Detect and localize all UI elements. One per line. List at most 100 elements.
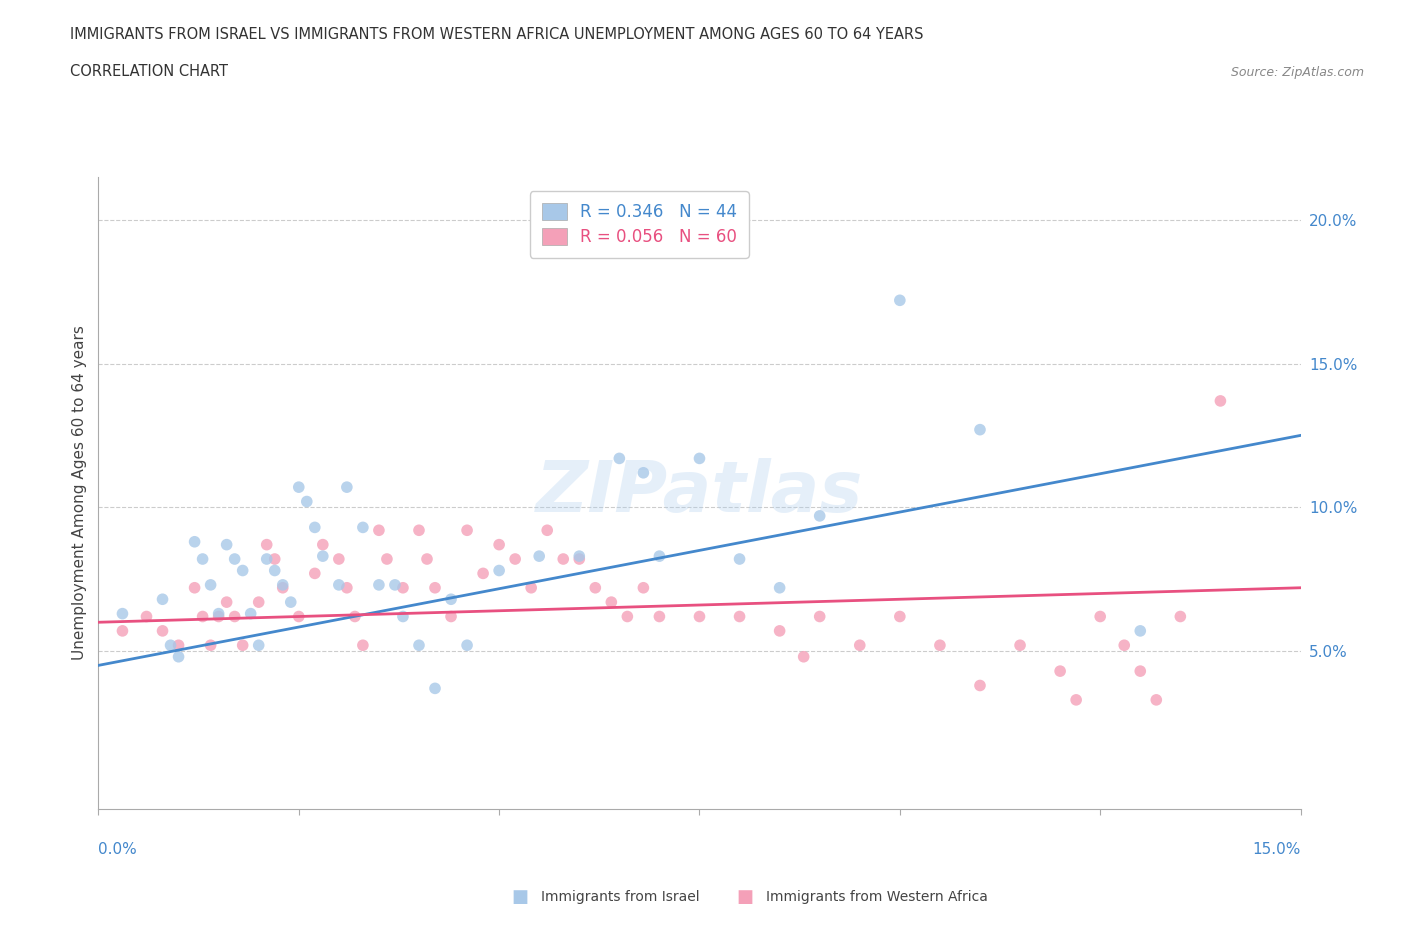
Point [648, 609, 671, 624]
Point [328, 551, 350, 566]
Point [529, 549, 551, 564]
Point [224, 551, 246, 566]
Point [304, 520, 326, 535]
Point [215, 538, 238, 552]
Point [152, 623, 174, 638]
Point [295, 494, 318, 509]
Point [440, 609, 463, 624]
Point [368, 578, 391, 592]
Point [609, 451, 631, 466]
Point [304, 566, 326, 581]
Point [568, 549, 591, 564]
Point [1088, 609, 1111, 624]
Point [488, 538, 510, 552]
Point [889, 609, 911, 624]
Point [793, 649, 815, 664]
Point [633, 465, 655, 480]
Point [416, 551, 439, 566]
Text: Immigrants from Israel: Immigrants from Israel [541, 890, 700, 905]
Point [408, 523, 430, 538]
Point [232, 563, 254, 578]
Point [553, 551, 575, 566]
Point [183, 535, 205, 550]
Point [256, 538, 278, 552]
Text: ■: ■ [737, 888, 754, 907]
Text: ■: ■ [512, 888, 529, 907]
Point [191, 609, 214, 624]
Point [288, 609, 311, 624]
Point [889, 293, 911, 308]
Point [343, 609, 366, 624]
Text: 15.0%: 15.0% [1253, 842, 1301, 857]
Point [1114, 638, 1136, 653]
Point [849, 638, 872, 653]
Point [263, 551, 285, 566]
Point [208, 606, 231, 621]
Point [616, 609, 638, 624]
Point [247, 594, 270, 609]
Point [352, 638, 374, 653]
Point [536, 523, 558, 538]
Text: 0.0%: 0.0% [98, 842, 138, 857]
Point [384, 578, 406, 592]
Point [215, 594, 238, 609]
Point [969, 422, 991, 437]
Point [488, 563, 510, 578]
Point [688, 451, 710, 466]
Point [520, 580, 543, 595]
Point [280, 594, 302, 609]
Point [152, 591, 174, 606]
Point [808, 609, 831, 624]
Y-axis label: Unemployment Among Ages 60 to 64 years: Unemployment Among Ages 60 to 64 years [72, 326, 87, 660]
Point [263, 563, 285, 578]
Point [1209, 393, 1232, 408]
Text: IMMIGRANTS FROM ISRAEL VS IMMIGRANTS FROM WESTERN AFRICA UNEMPLOYMENT AMONG AGES: IMMIGRANTS FROM ISRAEL VS IMMIGRANTS FRO… [70, 27, 924, 42]
Point [503, 551, 526, 566]
Text: Source: ZipAtlas.com: Source: ZipAtlas.com [1230, 66, 1364, 79]
Point [688, 609, 710, 624]
Text: Immigrants from Western Africa: Immigrants from Western Africa [766, 890, 988, 905]
Point [167, 638, 190, 653]
Point [191, 551, 214, 566]
Point [408, 638, 430, 653]
Point [271, 578, 294, 592]
Point [423, 681, 446, 696]
Point [633, 580, 655, 595]
Point [232, 638, 254, 653]
Point [368, 523, 391, 538]
Point [392, 609, 415, 624]
Point [336, 580, 359, 595]
Point [1049, 664, 1071, 679]
Point [648, 549, 671, 564]
Point [247, 638, 270, 653]
Point [768, 623, 790, 638]
Point [111, 623, 134, 638]
Point [200, 638, 222, 653]
Point [328, 578, 350, 592]
Point [768, 580, 790, 595]
Point [256, 551, 278, 566]
Point [288, 480, 311, 495]
Point [167, 649, 190, 664]
Point [1064, 693, 1087, 708]
Point [600, 594, 623, 609]
Point [808, 509, 831, 524]
Point [1129, 664, 1152, 679]
Point [111, 606, 134, 621]
Point [929, 638, 952, 653]
Point [456, 638, 478, 653]
Text: ZIPatlas: ZIPatlas [536, 458, 863, 527]
Point [135, 609, 157, 624]
Point [312, 538, 335, 552]
Point [969, 678, 991, 693]
Point [375, 551, 398, 566]
Legend: R = 0.346   N = 44, R = 0.056   N = 60: R = 0.346 N = 44, R = 0.056 N = 60 [530, 192, 749, 258]
Point [312, 549, 335, 564]
Point [208, 609, 231, 624]
Text: CORRELATION CHART: CORRELATION CHART [70, 64, 228, 79]
Point [423, 580, 446, 595]
Point [583, 580, 606, 595]
Point [1129, 623, 1152, 638]
Point [239, 606, 262, 621]
Point [472, 566, 495, 581]
